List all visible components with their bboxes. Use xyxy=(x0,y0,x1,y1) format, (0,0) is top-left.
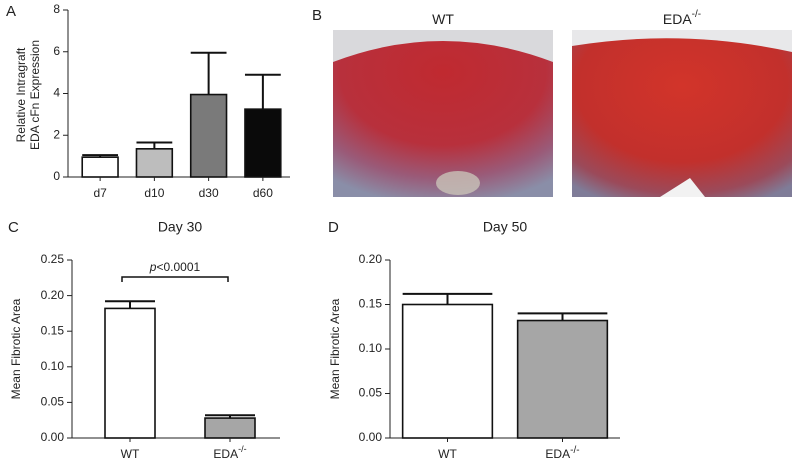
x-tick-label: WT xyxy=(438,447,457,461)
x-tick-label: d10 xyxy=(144,186,164,200)
y-tick-label: 0.15 xyxy=(359,297,383,311)
y-tick-label: 0.15 xyxy=(41,323,65,337)
x-tick-text: WT xyxy=(121,447,140,461)
histology-detail xyxy=(436,171,480,195)
x-tick-superscript: -/- xyxy=(570,445,579,456)
bar xyxy=(516,319,609,439)
y-tick-label: 4 xyxy=(53,86,60,100)
image-caption: WT xyxy=(432,11,454,27)
y-tick-label: 0.00 xyxy=(359,430,383,444)
panel-label: C xyxy=(8,219,19,236)
x-tick-label: EDA-/- xyxy=(213,444,246,461)
y-tick-label: 0 xyxy=(53,169,60,183)
y-tick-label: 0.25 xyxy=(41,252,65,266)
x-tick-label: d60 xyxy=(253,186,273,200)
bar xyxy=(189,93,228,178)
y-tick-label: 0.20 xyxy=(41,288,65,302)
x-tick-text: EDA xyxy=(213,447,238,461)
caption-text: WT xyxy=(432,11,454,27)
bar xyxy=(135,148,174,178)
y-axis-label: Mean Fibrotic Area xyxy=(328,298,342,399)
y-tick-label: 0.20 xyxy=(359,252,383,266)
y-tick-label: 8 xyxy=(53,2,60,16)
x-tick-text: d60 xyxy=(253,186,273,200)
y-tick-label: 0.10 xyxy=(359,341,383,355)
x-tick-text: EDA xyxy=(545,447,570,461)
x-tick-label: EDA-/- xyxy=(545,445,579,462)
y-tick-label: 2 xyxy=(53,127,60,141)
x-tick-text: d30 xyxy=(199,186,219,200)
bar xyxy=(104,307,156,439)
y-axis-label: Mean Fibrotic Area xyxy=(9,298,23,399)
bar xyxy=(401,303,494,439)
y-tick-label: 0.05 xyxy=(359,386,383,400)
panel-label: D xyxy=(328,219,339,236)
y-tick-label: 6 xyxy=(53,44,60,58)
panel-label: B xyxy=(312,7,322,24)
significance-bracket xyxy=(121,276,229,282)
bar xyxy=(244,108,282,178)
caption-text: EDA xyxy=(663,11,692,27)
x-tick-text: d10 xyxy=(144,186,164,200)
histology-image xyxy=(333,41,553,197)
y-tick-label: 0.05 xyxy=(41,395,65,409)
histology-detail xyxy=(660,178,705,197)
y-tick-label: 0.10 xyxy=(41,359,65,373)
x-tick-label: d7 xyxy=(93,186,107,200)
chart-title: Day 30 xyxy=(158,219,203,235)
x-tick-label: WT xyxy=(121,447,140,461)
panel-label: A xyxy=(6,3,16,20)
histology-image xyxy=(572,38,792,198)
y-tick-label: 0.00 xyxy=(41,430,65,444)
annotation: p<0.0001 xyxy=(149,260,201,274)
x-tick-text: d7 xyxy=(93,186,107,200)
bar xyxy=(81,156,119,178)
chart-title: Day 50 xyxy=(483,219,528,235)
y-axis-label: EDA cFn Expression xyxy=(28,40,42,150)
bar xyxy=(204,417,256,439)
image-caption: EDA-/- xyxy=(663,9,701,27)
annotation-text: <0.0001 xyxy=(156,260,200,274)
annotation-italic: p xyxy=(149,260,157,274)
x-tick-text: WT xyxy=(438,447,457,461)
x-tick-superscript: -/- xyxy=(238,444,247,454)
x-tick-label: d30 xyxy=(199,186,219,200)
caption-superscript: -/- xyxy=(692,9,701,20)
image-panel: B WT EDA-/- xyxy=(312,7,792,198)
y-axis-label: Relative Intragraft xyxy=(14,47,28,142)
